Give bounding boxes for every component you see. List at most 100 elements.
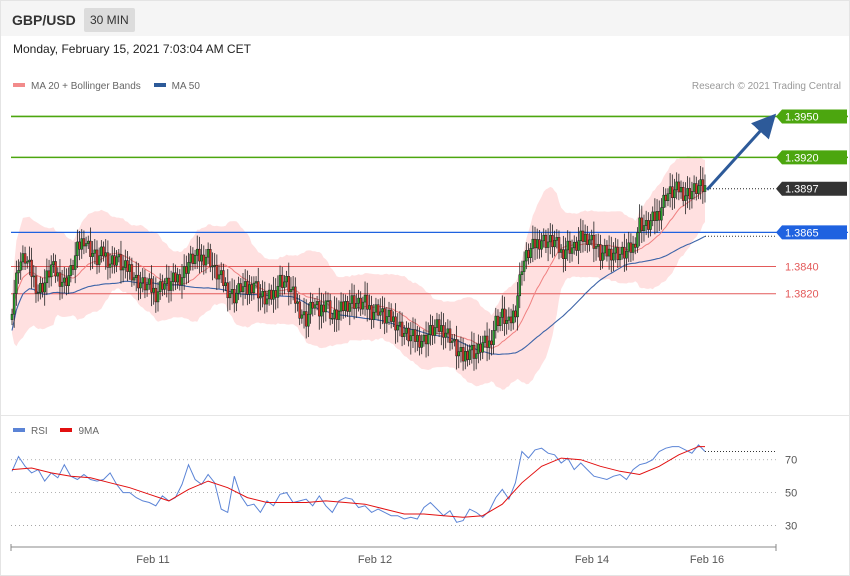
candle-body-211 [470, 344, 474, 351]
candle-body-271 [601, 252, 604, 261]
candle-body-16 [45, 270, 49, 284]
candle-body-29 [73, 255, 77, 270]
candle-body-222 [494, 315, 498, 331]
time-axis-layer: Feb 11 Feb 12 Feb 14 Feb 16 [10, 544, 777, 566]
candle-body-130 [294, 286, 297, 304]
candle-body-287 [636, 232, 639, 248]
level-label-5: 1.3820 [785, 289, 819, 301]
candle-body-226 [503, 308, 506, 324]
candle-body-191 [426, 334, 430, 345]
chart-header: GBP/USD 30 MIN [1, 1, 849, 36]
copyright-note: Research © 2021 Trading Central [691, 81, 841, 92]
candle-body-166 [372, 311, 376, 320]
candle-body-55 [130, 264, 134, 281]
time-tick-2: Feb 14 [575, 554, 609, 566]
candle-body-217 [483, 335, 487, 343]
candle-body-51 [121, 267, 125, 271]
candle-body-168 [376, 304, 380, 316]
candle-body-103 [235, 293, 238, 304]
candle-body-294 [651, 211, 654, 221]
candle-body-189 [422, 334, 426, 342]
candle-body-187 [418, 335, 421, 348]
candle-body-129 [291, 286, 295, 290]
candle-body-84 [193, 255, 197, 264]
candle-body-224 [498, 317, 502, 326]
candle-body-150 [337, 310, 341, 320]
candle-body-313 [692, 183, 696, 192]
candle-body-303 [671, 186, 674, 198]
candle-body-136 [307, 313, 310, 327]
candle-body-265 [588, 239, 591, 245]
candle-body-300 [664, 194, 668, 201]
candle-body-173 [387, 309, 391, 317]
candle-body-30 [76, 241, 79, 256]
candle-body-111 [252, 282, 256, 294]
candle-body-239 [531, 238, 535, 249]
candle-body-82 [189, 253, 192, 263]
candle-body-67 [156, 291, 160, 303]
candle-body-260 [577, 240, 580, 251]
candle-body-34 [84, 243, 88, 247]
candle-body-144 [324, 300, 328, 313]
candle-body-310 [686, 188, 689, 197]
candle-body-108 [246, 281, 249, 295]
candle-body-4 [19, 261, 22, 271]
candle-body-1 [12, 293, 16, 315]
level-label-0: 1.3950 [785, 111, 819, 123]
symbol-title: GBP/USD [12, 12, 76, 28]
candle-body-114 [259, 296, 262, 299]
candle-body-78 [180, 277, 184, 286]
time-tick-1: Feb 12 [358, 554, 392, 566]
candle-body-283 [627, 242, 630, 252]
candle-body-316 [699, 179, 702, 186]
candle-body-132 [298, 301, 301, 319]
candle-body-291 [644, 220, 648, 226]
timeframe-button[interactable]: 30 MIN [84, 8, 135, 32]
candle-body-262 [581, 230, 585, 242]
ma50-line [11, 235, 706, 355]
legend-ma20-label: MA 20 + Bollinger Bands [31, 81, 141, 92]
candle-body-85 [195, 248, 199, 256]
candle-body-250 [555, 237, 559, 241]
candles-layer [10, 166, 707, 371]
candle-body-282 [625, 250, 628, 259]
candle-body-140 [315, 301, 319, 306]
candle-body-227 [505, 320, 508, 324]
candle-body-87 [200, 254, 203, 262]
candle-body-230 [511, 310, 515, 324]
candle-body-102 [233, 289, 236, 304]
candle-body-139 [313, 304, 317, 309]
candle-body-89 [204, 256, 208, 266]
level-tag-3 [776, 225, 847, 240]
legend-rsi-label: RSI [31, 426, 48, 437]
candle-body-122 [276, 286, 280, 298]
legend-9ma-swatch [60, 428, 73, 433]
level-label-2: 1.3897 [785, 184, 819, 196]
candle-body-154 [346, 301, 349, 312]
candle-body-204 [455, 339, 458, 357]
candle-body-293 [649, 220, 652, 230]
candle-body-10 [32, 275, 36, 278]
candle-body-11 [34, 275, 38, 294]
candle-body-248 [551, 235, 554, 248]
candle-body-98 [224, 282, 227, 286]
candle-body-35 [87, 240, 90, 244]
rsi-9ma-line [11, 446, 705, 518]
candle-body-268 [594, 246, 598, 249]
candle-body-255 [566, 240, 569, 251]
candle-body-214 [477, 343, 480, 354]
candle-body-280 [620, 246, 624, 255]
candle-body-269 [596, 244, 600, 247]
candle-body-158 [355, 303, 358, 309]
candle-body-88 [202, 254, 206, 266]
candle-body-297 [657, 211, 661, 221]
candle-body-155 [348, 303, 352, 312]
candle-body-83 [191, 253, 195, 264]
candle-body-210 [468, 349, 471, 360]
candle-body-253 [562, 249, 565, 259]
candle-body-125 [283, 281, 286, 288]
candle-body-126 [285, 276, 288, 283]
candle-body-123 [278, 274, 282, 287]
legend-ma50-swatch [153, 83, 166, 88]
